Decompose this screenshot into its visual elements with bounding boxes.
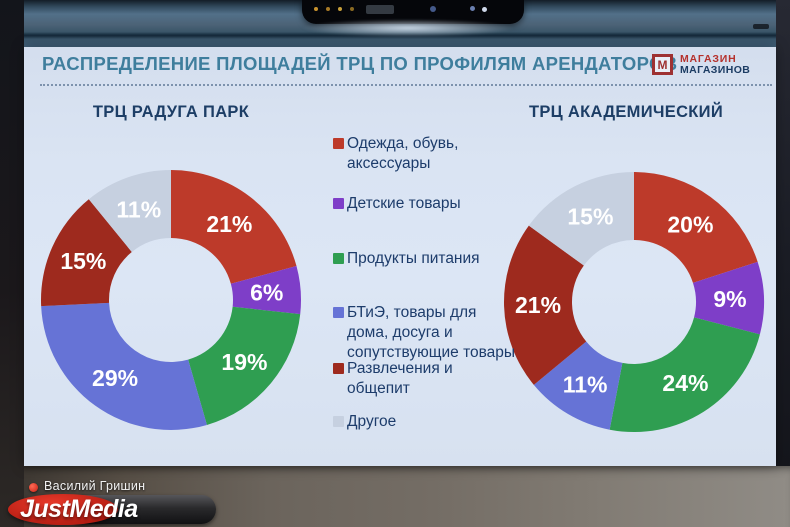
justmedia-logo-text: JustMedia xyxy=(20,495,138,523)
donut-segment xyxy=(41,302,207,430)
slice-label: 20% xyxy=(667,211,713,237)
legend-swatch xyxy=(333,307,344,318)
slice-label: 19% xyxy=(221,349,267,375)
screen-top-bezel xyxy=(0,0,790,47)
legend-label: БТиЭ, товары для дома, досуга и сопутств… xyxy=(347,304,516,361)
legend-swatch xyxy=(333,198,344,209)
donut-segment xyxy=(504,225,587,385)
slice-label: 15% xyxy=(60,248,106,274)
legend-item: Развлечения и общепит xyxy=(333,359,453,399)
legend-label: Одежда, обувь, аксессуары xyxy=(347,135,459,172)
legend-label: Детские товары xyxy=(347,195,461,212)
legend-swatch xyxy=(333,363,344,374)
slice-label: 21% xyxy=(206,211,252,237)
donut-svg: 20% 9% 24% 11% 21% 15% xyxy=(504,172,764,432)
donut-segment xyxy=(188,306,301,425)
donut-segment xyxy=(692,261,764,335)
donut-segment xyxy=(88,170,171,252)
slice-label: 6% xyxy=(250,280,283,306)
donut-segment xyxy=(171,170,297,284)
screen-reflection xyxy=(300,19,516,37)
projector-lens-glint xyxy=(430,6,436,12)
justmedia-logo: JustMedia xyxy=(8,494,216,525)
projector-lens-glint xyxy=(470,6,475,11)
donut-segment xyxy=(533,341,623,430)
donut-segment xyxy=(634,172,758,283)
dark-edge-right xyxy=(776,0,790,466)
projector-light-icon xyxy=(314,7,318,11)
projector-light-icon xyxy=(350,7,354,11)
slice-label: 11% xyxy=(563,372,608,398)
projector-light-icon xyxy=(338,7,342,11)
brand-m-icon: М xyxy=(652,54,673,75)
donut-segment xyxy=(528,172,634,266)
brand-line1: МАГАЗИН xyxy=(680,53,737,65)
slice-label: 24% xyxy=(662,370,708,396)
divider-dotted-line xyxy=(40,84,772,86)
projector-vent xyxy=(366,5,394,14)
legend-item: Продукты питания xyxy=(333,249,480,269)
projector-light-icon xyxy=(326,7,330,11)
legend-swatch xyxy=(333,138,344,149)
slice-label: 15% xyxy=(567,203,613,229)
slide: РАСПРЕДЕЛЕНИЕ ПЛОЩАДЕЙ ТРЦ ПО ПРОФИЛЯМ А… xyxy=(24,47,776,466)
legend-swatch xyxy=(333,253,344,264)
brand-m-letter: М xyxy=(657,57,668,72)
slice-label: 11% xyxy=(116,197,161,223)
bezel-smudge xyxy=(753,24,769,29)
legend-swatch xyxy=(333,416,344,427)
slice-label: 21% xyxy=(515,292,561,318)
donut-segment xyxy=(41,199,132,307)
slide-title: РАСПРЕДЕЛЕНИЕ ПЛОЩАДЕЙ ТРЦ ПО ПРОФИЛЯМ А… xyxy=(42,53,678,74)
brand-line2: МАГАЗИНОВ xyxy=(680,64,751,76)
slice-label: 9% xyxy=(713,286,746,312)
justmedia-red-shape xyxy=(8,494,118,525)
watermark-author: Василий Гришин xyxy=(44,479,146,493)
legend-item: БТиЭ, товары для дома, досуга и сопутств… xyxy=(333,303,515,363)
chart-title-akademicheskiy: ТРЦ АКАДЕМИЧЕСКИЙ xyxy=(528,103,723,121)
legend-item: Детские товары xyxy=(333,194,461,214)
chart-title-raduga-park: ТРЦ РАДУГА ПАРК xyxy=(92,103,250,121)
slice-label: 29% xyxy=(92,365,138,391)
justmedia-dot-icon xyxy=(29,483,38,492)
projector-lens-glint xyxy=(482,7,487,12)
donut-chart-raduga-park: 21% 6% 19% 29% 15% 11% xyxy=(39,168,303,432)
donut-segment xyxy=(609,317,760,432)
legend-label: Развлечения и общепит xyxy=(347,360,453,397)
legend-label: Продукты питания xyxy=(347,250,480,267)
donut-chart-akademicheskiy: 20% 9% 24% 11% 21% 15% xyxy=(502,170,766,434)
legend-item: Другое xyxy=(333,412,396,432)
donut-segment xyxy=(230,266,301,315)
donut-svg: 21% 6% 19% 29% 15% 11% xyxy=(41,170,301,430)
dark-edge-left xyxy=(0,0,24,527)
legend-label: Другое xyxy=(347,413,397,430)
legend-item: Одежда, обувь, аксессуары xyxy=(333,134,458,174)
brand-text: МАГАЗИН МАГАЗИНОВ xyxy=(680,54,750,76)
brand-logo: М МАГАЗИН МАГАЗИНОВ xyxy=(652,54,750,76)
